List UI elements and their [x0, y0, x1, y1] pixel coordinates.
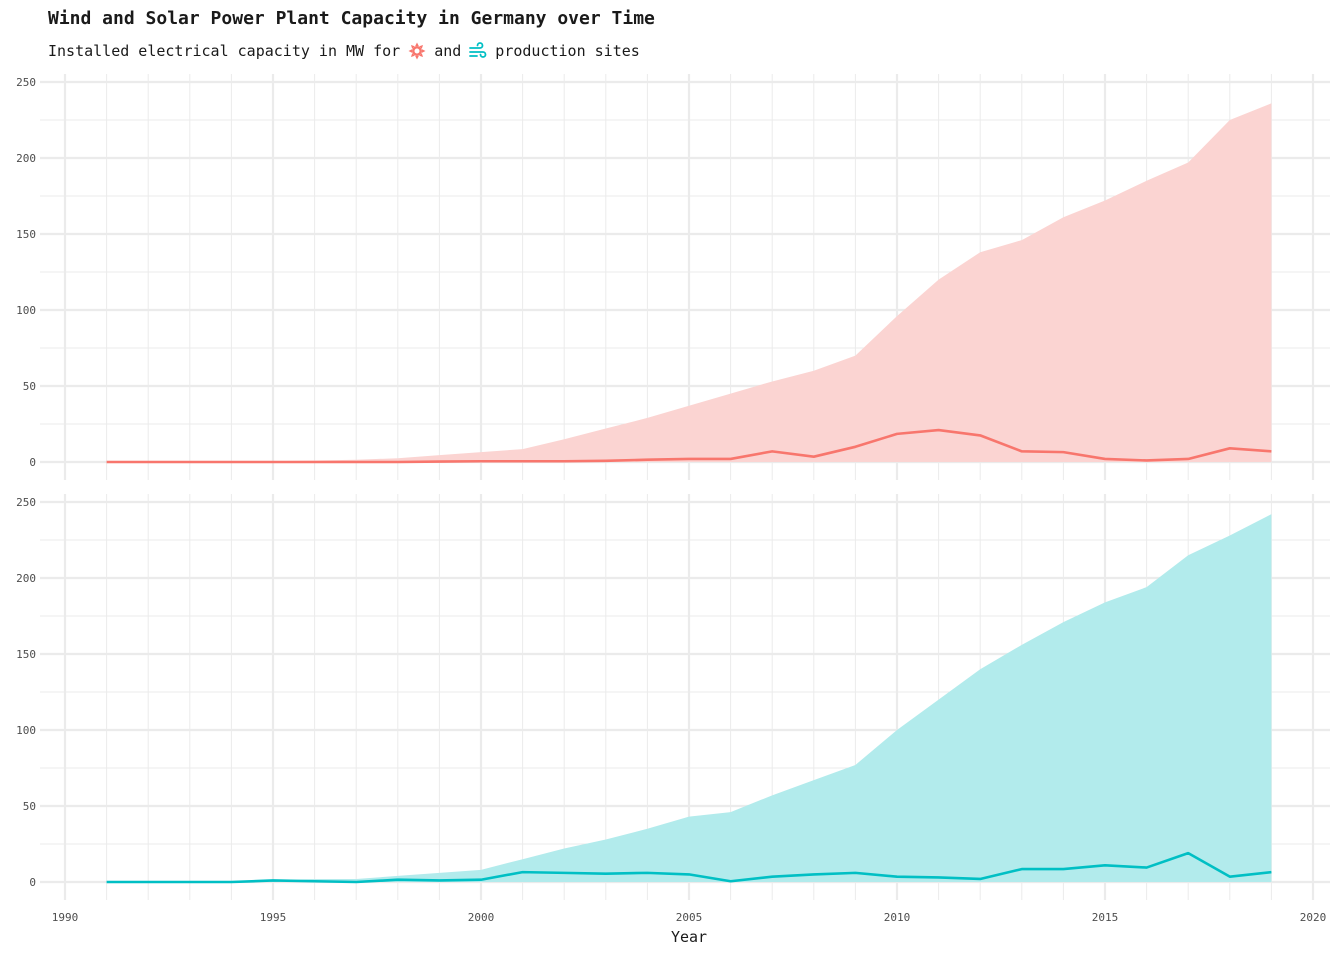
chart-title: Wind and Solar Power Plant Capacity in G… — [48, 8, 655, 29]
y-tick-label-top: 150 — [16, 228, 36, 241]
y-tick-label-bottom: 100 — [16, 724, 36, 737]
subtitle-middle: and — [434, 42, 462, 60]
solar-cumulative-area — [106, 103, 1272, 462]
y-tick-label-top: 200 — [16, 152, 36, 165]
sun-icon — [408, 42, 426, 60]
x-tick-label: 1995 — [260, 911, 287, 924]
subtitle-prefix: Installed electrical capacity in MW for — [48, 42, 401, 60]
x-axis-title: Year — [671, 928, 707, 946]
y-tick-label-top: 100 — [16, 304, 36, 317]
x-tick-label: 1990 — [52, 911, 79, 924]
wind-cumulative-area — [106, 514, 1272, 882]
y-tick-label-bottom: 250 — [16, 496, 36, 509]
y-tick-label-top: 50 — [23, 380, 36, 393]
y-tick-label-bottom: 150 — [16, 648, 36, 661]
y-tick-label-bottom: 50 — [23, 800, 36, 813]
wind-icon — [469, 42, 487, 60]
x-tick-label: 2015 — [1092, 911, 1119, 924]
chart-subtitle: Installed electrical capacity in MW for … — [48, 42, 640, 60]
wind-annual-line — [106, 851, 1272, 884]
subtitle-suffix: production sites — [495, 42, 640, 60]
y-tick-label-top: 250 — [16, 76, 36, 89]
y-tick-label-bottom: 0 — [29, 876, 36, 889]
x-tick-label: 2005 — [676, 911, 703, 924]
x-tick-label: 2020 — [1300, 911, 1327, 924]
x-tick-label: 2000 — [468, 911, 495, 924]
y-tick-label-top: 0 — [29, 456, 36, 469]
y-tick-label-bottom: 200 — [16, 572, 36, 585]
solar-annual-line — [106, 428, 1272, 464]
x-tick-label: 2010 — [884, 911, 911, 924]
